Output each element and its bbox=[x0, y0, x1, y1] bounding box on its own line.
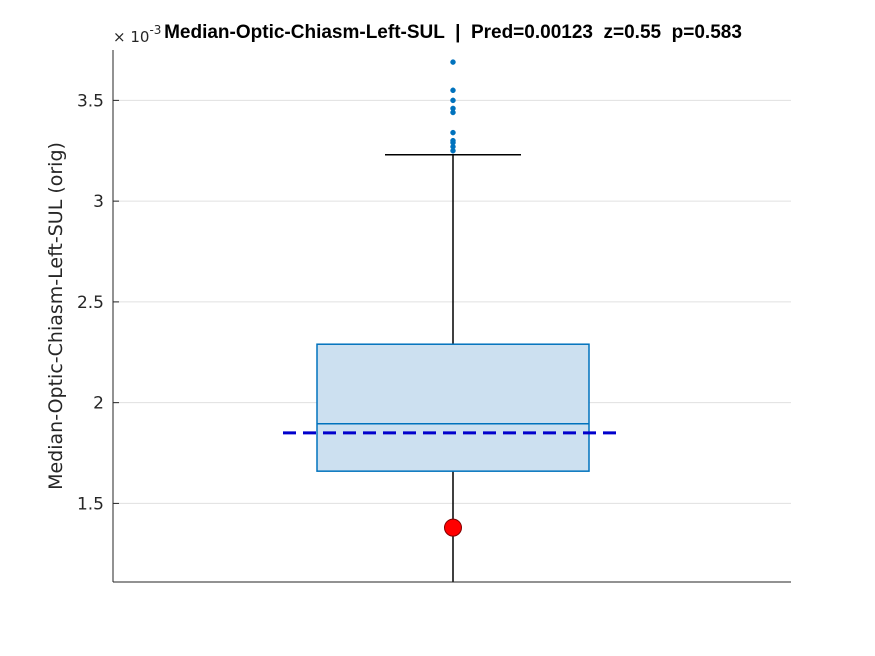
y-tick-label: 3.5 bbox=[77, 91, 104, 111]
outlier-point bbox=[450, 97, 456, 104]
y-axis-label: Median-Optic-Chiasm-Left-SUL (orig) bbox=[45, 142, 67, 490]
y-exponent-label: × 10-3 bbox=[113, 23, 161, 46]
y-tick-label: 3 bbox=[93, 192, 104, 212]
prediction-marker bbox=[444, 518, 462, 537]
outlier-point bbox=[450, 59, 456, 65]
y-tick-label: 2 bbox=[93, 394, 104, 414]
y-tick-labels: 1.5 2 2.5 3 3.5 bbox=[77, 91, 119, 514]
y-exponent-base: × 10 bbox=[113, 28, 149, 46]
chart-title: Median-Optic-Chiasm-Left-SUL | Pred=0.00… bbox=[164, 22, 742, 43]
y-exponent-power: -3 bbox=[149, 23, 161, 37]
y-tick-label: 1.5 bbox=[77, 494, 104, 514]
outlier-point bbox=[450, 87, 456, 94]
plot-area bbox=[283, 59, 623, 582]
iqr-box bbox=[316, 343, 590, 472]
outlier-point bbox=[450, 137, 456, 144]
y-tick-label: 2.5 bbox=[77, 293, 104, 313]
axes bbox=[112, 50, 791, 583]
outlier-point bbox=[450, 105, 456, 112]
outlier-point bbox=[450, 129, 456, 136]
